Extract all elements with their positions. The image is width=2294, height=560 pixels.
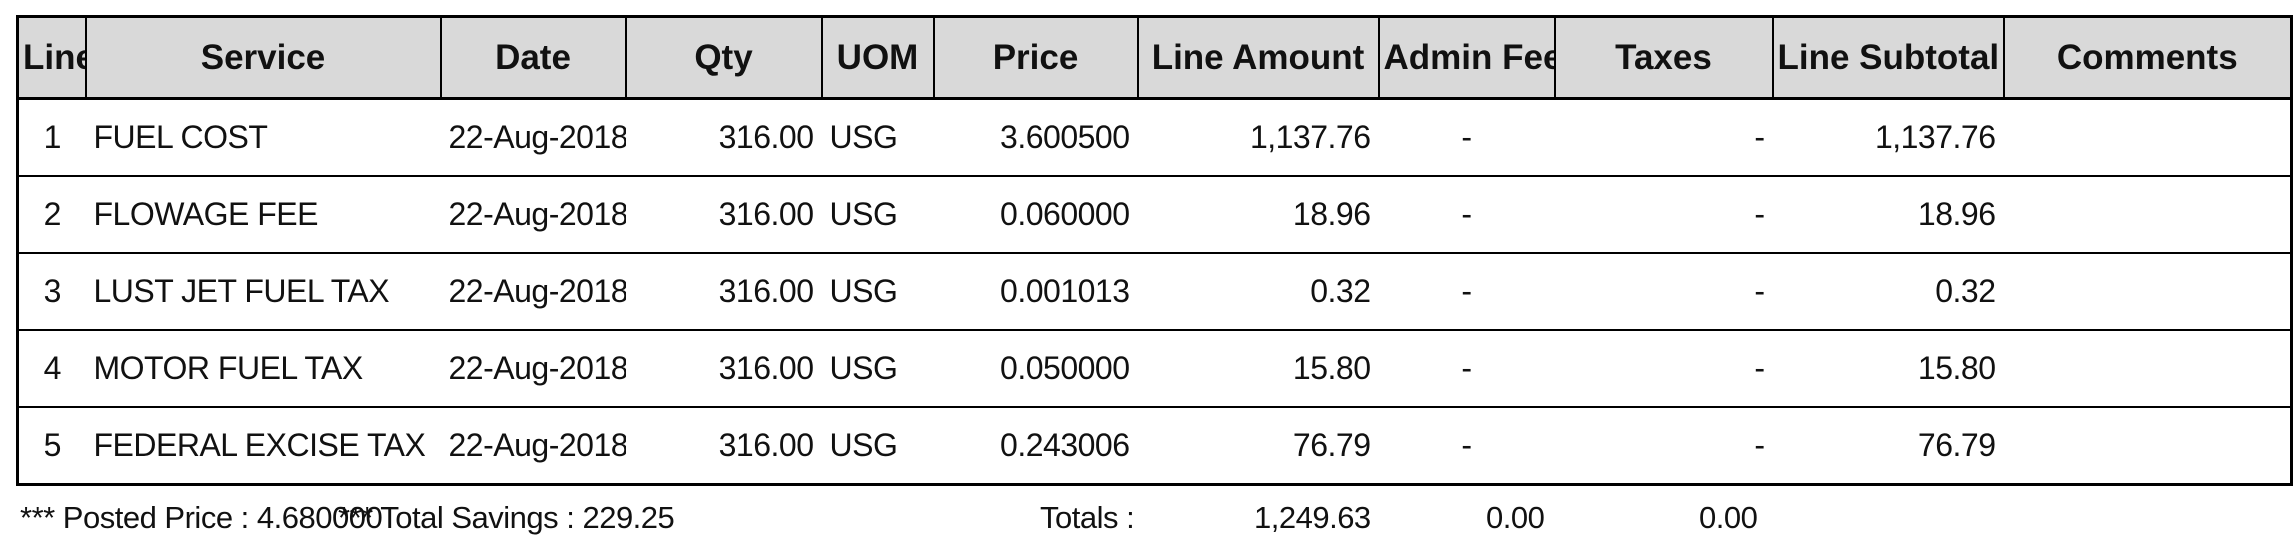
cell-line: 1 [17,98,86,177]
cell-date: 22-Aug-2018 [440,253,626,331]
col-header-service: Service [84,16,442,100]
posted-price-note: *** Posted Price : 4.680000 [20,500,383,535]
cell-line-subtotal: 15.80 [1772,330,2004,408]
totals-footer: *** Posted Price : 4.680000 *** Total Sa… [16,500,2290,550]
cell-uom: USG [821,407,934,486]
table-header-row: Line Service Date Qty UOM Price Line Amo… [16,16,2293,100]
cell-price: 0.050000 [933,330,1138,408]
total-savings-note: *** Total Savings : 229.25 [338,500,675,535]
total-admin-fee: 0.00 [1486,500,1545,535]
cell-line-amount: 18.96 [1137,176,1379,254]
cell-qty: 316.00 [625,407,822,486]
cell-line: 4 [17,330,86,408]
cell-uom: USG [821,98,934,177]
cell-admin-fee: - [1378,253,1555,331]
total-line-amount: 1,249.63 [1254,500,1371,535]
cell-line-amount: 76.79 [1137,407,1379,486]
cell-uom: USG [821,176,934,254]
cell-line: 3 [17,253,86,331]
cell-comments [2003,330,2292,408]
cell-admin-fee: - [1378,330,1555,408]
total-taxes: 0.00 [1699,500,1758,535]
cell-line-amount: 1,137.76 [1137,98,1379,177]
cell-taxes: - [1554,407,1773,486]
cell-admin-fee: - [1378,176,1555,254]
col-header-taxes: Taxes [1553,16,1774,100]
cell-line-subtotal: 18.96 [1772,176,2004,254]
cell-taxes: - [1554,330,1773,408]
cell-date: 22-Aug-2018 [440,407,626,486]
cell-date: 22-Aug-2018 [440,330,626,408]
cell-taxes: - [1554,253,1773,331]
cell-comments [2003,407,2292,486]
cell-line-subtotal: 76.79 [1772,407,2004,486]
cell-qty: 316.00 [625,98,822,177]
cell-price: 0.060000 [933,176,1138,254]
cell-admin-fee: - [1378,98,1555,177]
col-header-qty: Qty [624,16,823,100]
table-row: 2 FLOWAGE FEE 22-Aug-2018 316.00 USG 0.0… [17,176,2292,254]
cell-taxes: - [1554,176,1773,254]
cell-taxes: - [1554,98,1773,177]
cell-price: 0.243006 [933,407,1138,486]
table-row: 4 MOTOR FUEL TAX 22-Aug-2018 316.00 USG … [17,330,2292,408]
col-header-uom: UOM [820,16,935,100]
line-items-table: Line Service Date Qty UOM Price Line Amo… [16,15,2293,486]
col-header-line-amount: Line Amount [1136,16,1380,100]
cell-date: 22-Aug-2018 [440,176,626,254]
cell-line: 2 [17,176,86,254]
cell-comments [2003,253,2292,331]
cell-comments [2003,98,2292,177]
cell-admin-fee: - [1378,407,1555,486]
cell-uom: USG [821,330,934,408]
cell-service: FEDERAL EXCISE TAX [85,407,441,486]
cell-qty: 316.00 [625,330,822,408]
cell-line-subtotal: 0.32 [1772,253,2004,331]
cell-service: LUST JET FUEL TAX [85,253,441,331]
col-header-admin-fee: Admin Fee [1377,16,1556,100]
cell-service: MOTOR FUEL TAX [85,330,441,408]
col-header-comments: Comments [2002,16,2293,100]
cell-qty: 316.00 [625,176,822,254]
cell-date: 22-Aug-2018 [440,98,626,177]
cell-service: FUEL COST [85,98,441,177]
cell-qty: 316.00 [625,253,822,331]
col-header-line-subtotal: Line Subtotal [1771,16,2005,100]
cell-line-amount: 0.32 [1137,253,1379,331]
cell-comments [2003,176,2292,254]
table-row: 1 FUEL COST 22-Aug-2018 316.00 USG 3.600… [17,98,2292,177]
cell-service: FLOWAGE FEE [85,176,441,254]
cell-uom: USG [821,253,934,331]
col-header-line: Line [16,16,87,100]
table-row: 3 LUST JET FUEL TAX 22-Aug-2018 316.00 U… [17,253,2292,331]
cell-line-subtotal: 1,137.76 [1772,98,2004,177]
col-header-price: Price [932,16,1139,100]
table-row: 5 FEDERAL EXCISE TAX 22-Aug-2018 316.00 … [17,407,2292,486]
cell-line: 5 [17,407,86,486]
cell-price: 0.001013 [933,253,1138,331]
totals-label: Totals : [1040,500,1135,535]
cell-line-amount: 15.80 [1137,330,1379,408]
col-header-date: Date [439,16,627,100]
cell-price: 3.600500 [933,98,1138,177]
